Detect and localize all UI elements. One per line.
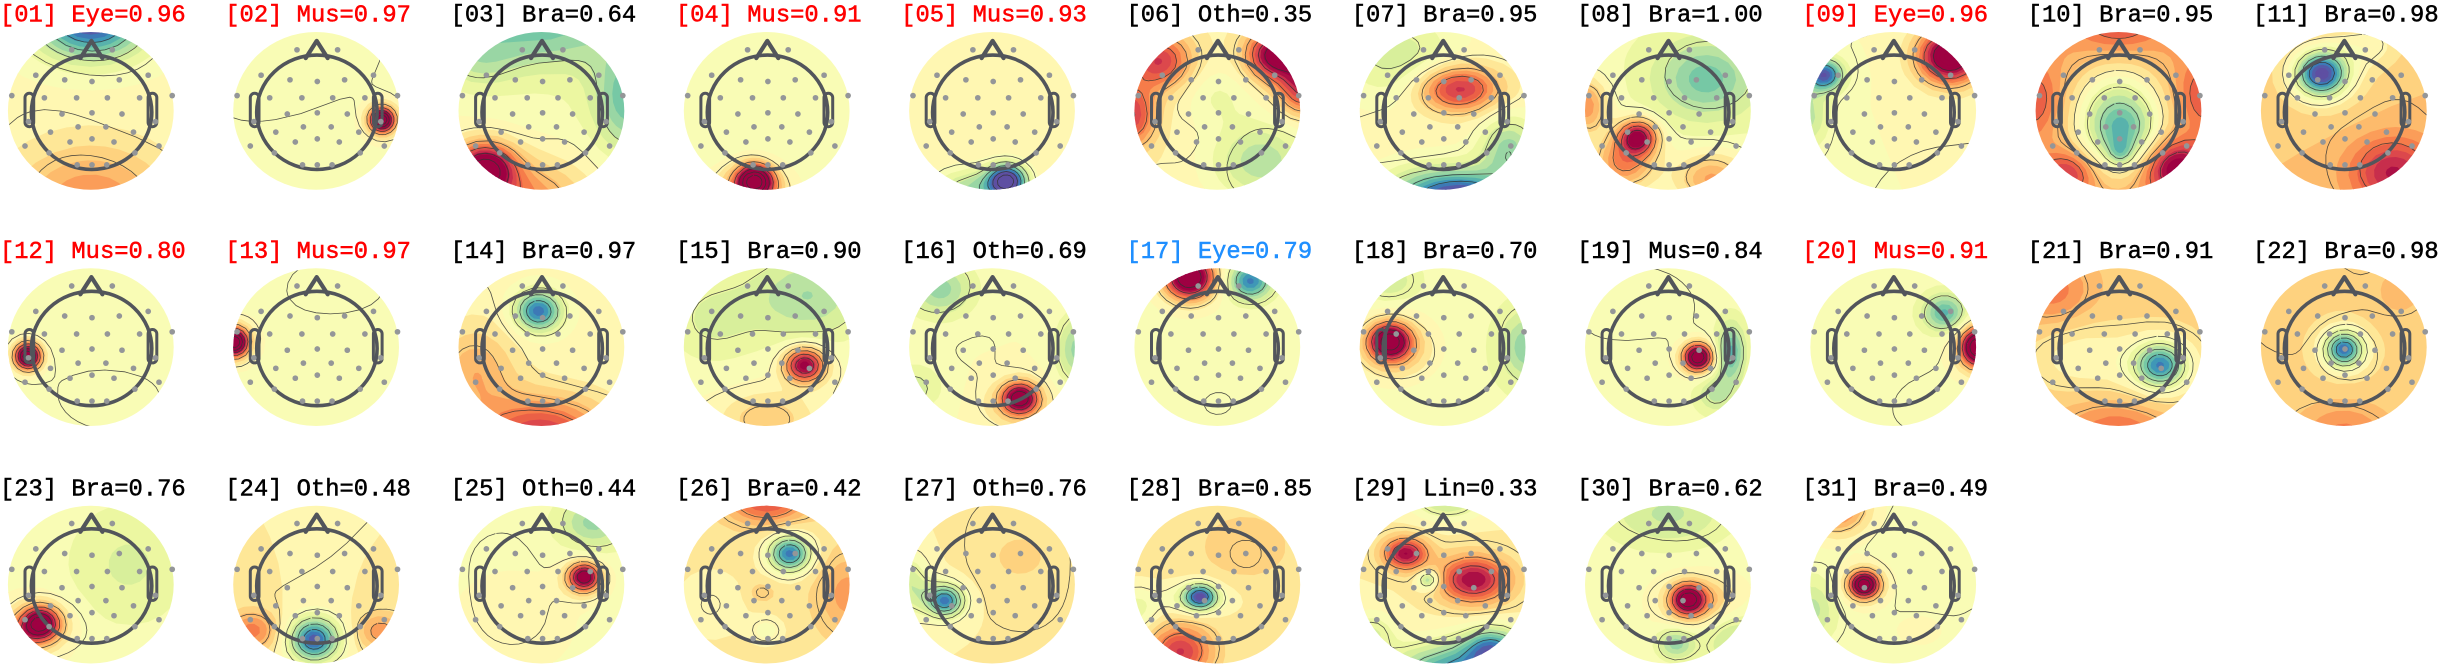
svg-text:[25] Oth=0.44: [25] Oth=0.44 (451, 477, 637, 504)
svg-text:[16] Oth=0.69: [16] Oth=0.69 (901, 239, 1087, 266)
svg-text:[23] Bra=0.76: [23] Bra=0.76 (0, 477, 186, 504)
svg-text:[31] Bra=0.49: [31] Bra=0.49 (1802, 477, 1988, 504)
svg-text:[21] Bra=0.91: [21] Bra=0.91 (2028, 239, 2214, 266)
svg-text:[12] Mus=0.80: [12] Mus=0.80 (0, 239, 186, 266)
svg-text:[30] Bra=0.62: [30] Bra=0.62 (1577, 477, 1763, 504)
svg-text:[13] Mus=0.97: [13] Mus=0.97 (225, 239, 411, 266)
svg-text:[24] Oth=0.48: [24] Oth=0.48 (225, 477, 411, 504)
svg-text:[08] Bra=1.00: [08] Bra=1.00 (1577, 3, 1763, 30)
svg-text:[14] Bra=0.97: [14] Bra=0.97 (451, 239, 637, 266)
svg-text:[29] Lin=0.33: [29] Lin=0.33 (1352, 477, 1538, 504)
svg-text:[19] Mus=0.84: [19] Mus=0.84 (1577, 239, 1763, 266)
svg-text:[20] Mus=0.91: [20] Mus=0.91 (1802, 239, 1988, 266)
svg-text:[26] Bra=0.42: [26] Bra=0.42 (676, 477, 862, 504)
svg-text:[06] Oth=0.35: [06] Oth=0.35 (1126, 3, 1312, 30)
svg-text:[07] Bra=0.95: [07] Bra=0.95 (1352, 3, 1538, 30)
svg-text:[15] Bra=0.90: [15] Bra=0.90 (676, 239, 862, 266)
svg-text:[10] Bra=0.95: [10] Bra=0.95 (2028, 3, 2214, 30)
svg-text:[17] Eye=0.79: [17] Eye=0.79 (1126, 239, 1312, 266)
svg-text:[28] Bra=0.85: [28] Bra=0.85 (1126, 477, 1312, 504)
svg-text:[11] Bra=0.98: [11] Bra=0.98 (2253, 3, 2438, 30)
svg-text:[05] Mus=0.93: [05] Mus=0.93 (901, 3, 1087, 30)
svg-text:[04] Mus=0.91: [04] Mus=0.91 (676, 3, 862, 30)
svg-text:[03] Bra=0.64: [03] Bra=0.64 (451, 3, 637, 30)
svg-text:[01] Eye=0.96: [01] Eye=0.96 (0, 3, 186, 30)
svg-text:[02] Mus=0.97: [02] Mus=0.97 (225, 3, 411, 30)
svg-text:[09] Eye=0.96: [09] Eye=0.96 (1802, 3, 1988, 30)
svg-text:[22] Bra=0.98: [22] Bra=0.98 (2253, 239, 2438, 266)
svg-text:[27] Oth=0.76: [27] Oth=0.76 (901, 477, 1087, 504)
svg-text:[18] Bra=0.70: [18] Bra=0.70 (1352, 239, 1538, 266)
